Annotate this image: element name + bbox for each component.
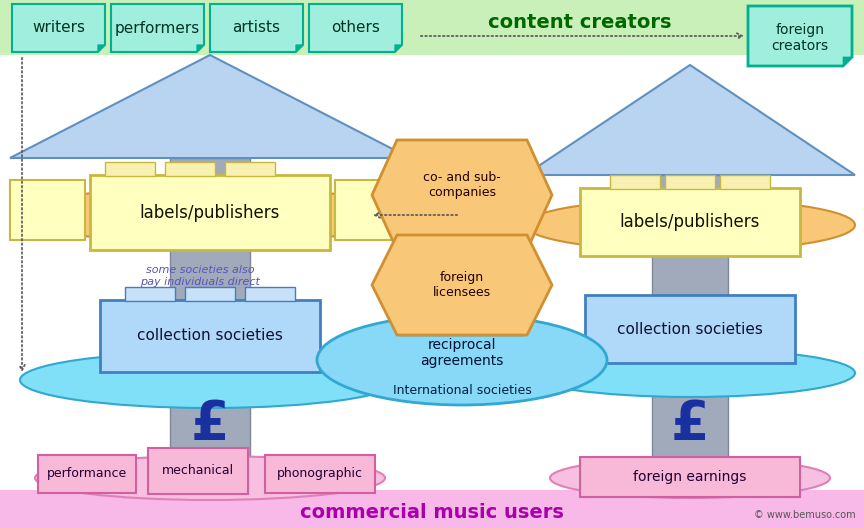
FancyBboxPatch shape bbox=[225, 162, 275, 176]
Polygon shape bbox=[843, 57, 852, 66]
Text: foreign
creators: foreign creators bbox=[772, 23, 829, 53]
Text: co- and sub-
companies: co- and sub- companies bbox=[423, 171, 501, 199]
Ellipse shape bbox=[35, 456, 385, 500]
Ellipse shape bbox=[525, 199, 855, 251]
Polygon shape bbox=[12, 4, 105, 52]
FancyBboxPatch shape bbox=[665, 175, 715, 189]
Text: labels/publishers: labels/publishers bbox=[140, 204, 280, 222]
FancyBboxPatch shape bbox=[652, 175, 728, 480]
Text: performers: performers bbox=[115, 21, 200, 35]
Polygon shape bbox=[395, 45, 402, 52]
Text: foreign
licensees: foreign licensees bbox=[433, 271, 491, 299]
FancyBboxPatch shape bbox=[90, 175, 330, 250]
Ellipse shape bbox=[20, 187, 400, 243]
Polygon shape bbox=[210, 4, 303, 52]
Polygon shape bbox=[309, 4, 402, 52]
Ellipse shape bbox=[20, 352, 400, 408]
Text: labels/publishers: labels/publishers bbox=[619, 213, 760, 231]
FancyBboxPatch shape bbox=[245, 287, 295, 301]
FancyBboxPatch shape bbox=[148, 448, 248, 494]
Text: £: £ bbox=[670, 398, 709, 452]
FancyBboxPatch shape bbox=[585, 295, 795, 363]
Text: phonographic: phonographic bbox=[277, 467, 363, 480]
Polygon shape bbox=[98, 45, 105, 52]
Text: some societies also
pay individuals direct: some societies also pay individuals dire… bbox=[140, 265, 260, 287]
Polygon shape bbox=[372, 235, 552, 335]
FancyBboxPatch shape bbox=[38, 455, 136, 493]
Text: writers: writers bbox=[32, 21, 85, 35]
Ellipse shape bbox=[525, 349, 855, 397]
Text: £: £ bbox=[191, 398, 229, 452]
FancyBboxPatch shape bbox=[105, 162, 155, 176]
Text: commercial music users: commercial music users bbox=[300, 503, 564, 522]
Polygon shape bbox=[525, 65, 855, 175]
FancyBboxPatch shape bbox=[185, 287, 235, 301]
FancyBboxPatch shape bbox=[10, 180, 85, 240]
FancyBboxPatch shape bbox=[610, 175, 660, 189]
Polygon shape bbox=[372, 140, 552, 250]
Polygon shape bbox=[111, 4, 204, 52]
FancyBboxPatch shape bbox=[100, 300, 320, 372]
Text: others: others bbox=[331, 21, 380, 35]
Text: mechanical: mechanical bbox=[162, 465, 234, 477]
Ellipse shape bbox=[317, 315, 607, 405]
Polygon shape bbox=[748, 6, 852, 66]
Text: collection societies: collection societies bbox=[617, 322, 763, 336]
Ellipse shape bbox=[550, 458, 830, 498]
Text: foreign earnings: foreign earnings bbox=[633, 470, 746, 484]
Text: collection societies: collection societies bbox=[137, 328, 283, 344]
Polygon shape bbox=[197, 45, 204, 52]
Text: International societies: International societies bbox=[392, 383, 531, 397]
FancyBboxPatch shape bbox=[265, 455, 375, 493]
FancyBboxPatch shape bbox=[720, 175, 770, 189]
Text: reciprocal
agreements: reciprocal agreements bbox=[420, 338, 504, 368]
Text: © www.bemuso.com: © www.bemuso.com bbox=[754, 510, 856, 520]
FancyBboxPatch shape bbox=[335, 180, 410, 240]
FancyBboxPatch shape bbox=[170, 158, 250, 478]
Text: artists: artists bbox=[232, 21, 281, 35]
FancyBboxPatch shape bbox=[580, 457, 800, 497]
Text: content creators: content creators bbox=[488, 13, 671, 32]
FancyBboxPatch shape bbox=[0, 0, 864, 55]
Polygon shape bbox=[402, 250, 522, 335]
Polygon shape bbox=[295, 45, 303, 52]
FancyBboxPatch shape bbox=[125, 287, 175, 301]
FancyBboxPatch shape bbox=[580, 188, 800, 256]
FancyBboxPatch shape bbox=[165, 162, 215, 176]
FancyBboxPatch shape bbox=[0, 490, 864, 528]
Polygon shape bbox=[10, 55, 410, 158]
Text: performance: performance bbox=[47, 467, 127, 480]
